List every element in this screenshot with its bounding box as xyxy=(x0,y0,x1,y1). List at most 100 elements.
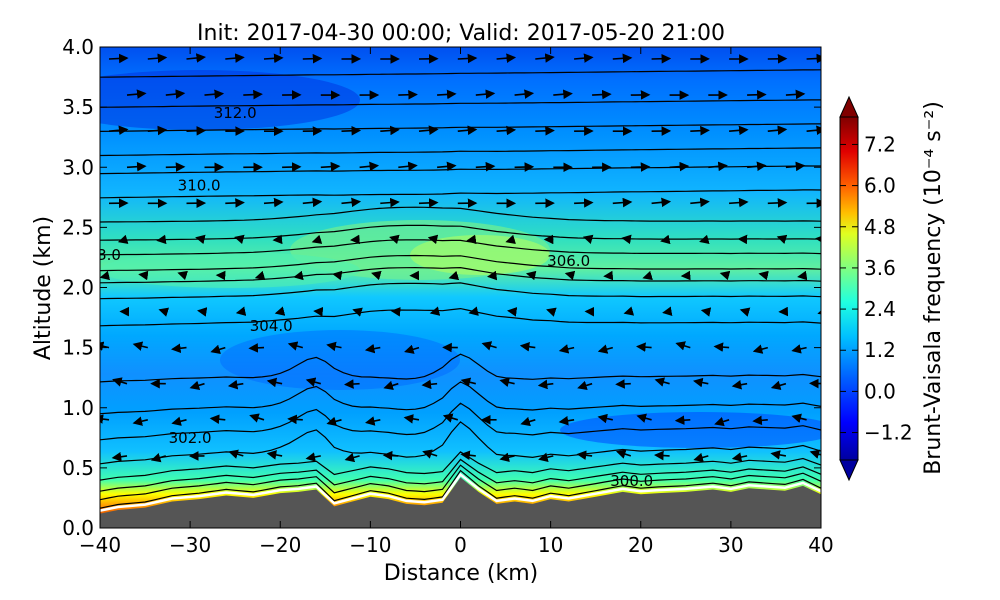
colorbar-scale xyxy=(839,116,859,461)
wind-vector xyxy=(576,450,593,460)
wind-vector xyxy=(612,197,633,208)
wind-vector xyxy=(719,270,731,281)
wind-vector xyxy=(546,307,557,317)
wind-vector xyxy=(442,413,459,423)
wind-vector xyxy=(100,270,111,281)
contour-line xyxy=(100,99,821,108)
wind-vector xyxy=(132,416,148,426)
wind-vector xyxy=(615,379,631,389)
wind-vector xyxy=(747,89,767,100)
y-tick-label: 0.0 xyxy=(62,516,94,540)
wind-vector xyxy=(791,413,807,423)
wind-vector xyxy=(429,306,441,316)
wind-vector xyxy=(305,452,321,462)
wind-vector xyxy=(287,341,304,351)
wind-vector xyxy=(487,270,498,281)
colorbar-tick-label: 0.0 xyxy=(864,379,896,403)
wind-vector xyxy=(680,270,691,281)
wind-vector xyxy=(797,270,808,281)
wind-vector xyxy=(693,452,709,463)
wind-vector xyxy=(675,341,691,351)
wind-vector xyxy=(108,53,129,64)
wind-vector xyxy=(100,341,110,351)
x-tick-label: 30 xyxy=(718,533,743,557)
wind-vector xyxy=(404,344,420,354)
wind-vector xyxy=(654,377,670,387)
wind-vector xyxy=(437,161,457,172)
wind-vector xyxy=(713,342,730,352)
x-tick-label: 40 xyxy=(808,533,833,557)
colorbar: −1.2 0.0 1.2 2.4 3.6 4.8 6.0 7.2 Brunt-Vaisala … xyxy=(839,95,946,482)
wind-vector xyxy=(365,416,381,426)
wind-vector xyxy=(225,198,245,208)
wind-vector xyxy=(132,341,148,351)
wind-vector xyxy=(785,161,806,172)
wind-vector xyxy=(171,416,187,426)
contour-line xyxy=(100,282,821,300)
wind-vector xyxy=(311,234,323,244)
wind-vector xyxy=(603,270,614,281)
wind-vector xyxy=(326,416,342,427)
wind-vector xyxy=(496,53,517,63)
wind-vector xyxy=(235,306,247,316)
wind-vector xyxy=(514,162,535,172)
wind-vector xyxy=(165,162,186,172)
wind-vector xyxy=(383,380,399,391)
wind-vector xyxy=(499,377,515,388)
wind-vector xyxy=(809,449,821,459)
wind-vector xyxy=(204,89,225,100)
wind-vector xyxy=(266,450,283,460)
wind-vector xyxy=(302,53,323,64)
wind-vector xyxy=(729,125,749,136)
contour-line xyxy=(100,381,821,415)
colorbar-label: Brunt-Vaisala frequency (10⁻⁴ s⁻²) xyxy=(921,101,946,475)
wind-vector xyxy=(293,270,304,281)
wind-vector xyxy=(111,451,128,462)
wind-vector xyxy=(350,234,360,245)
y-axis-ticks: 0.00.51.01.52.02.53.03.54.0 xyxy=(62,35,821,540)
wind-vector xyxy=(636,413,652,423)
y-tick-label: 1.0 xyxy=(62,396,94,420)
contour-label: 3.0 xyxy=(97,246,121,264)
wind-vector xyxy=(739,307,751,317)
wind-vector xyxy=(615,449,632,459)
contour-line xyxy=(100,239,821,256)
contour-label: 302.0 xyxy=(169,429,212,447)
contour-line xyxy=(100,353,821,383)
x-tick-label: 20 xyxy=(628,533,653,557)
wind-vector xyxy=(249,413,265,423)
wind-vector xyxy=(752,344,769,354)
wind-vector xyxy=(693,377,709,388)
wind-vector xyxy=(592,89,612,100)
wind-vector xyxy=(700,307,712,317)
wind-vector xyxy=(403,414,420,424)
wind-vector xyxy=(752,415,768,426)
wind-vector xyxy=(767,125,788,135)
wind-vector xyxy=(302,197,323,208)
wind-vector xyxy=(520,416,536,427)
wind-vector xyxy=(382,450,399,461)
colorbar-tick-label: 1.2 xyxy=(864,338,896,362)
x-tick-label: 0 xyxy=(454,533,467,557)
wind-vector xyxy=(642,270,653,281)
wind-vector xyxy=(398,161,418,172)
wind-vector xyxy=(507,307,518,317)
wind-vector xyxy=(475,161,496,172)
wind-vector xyxy=(690,125,710,136)
wind-vector xyxy=(651,53,672,64)
wind-vector xyxy=(767,198,788,208)
wind-vector xyxy=(669,161,690,172)
wind-vector xyxy=(263,53,284,64)
wind-vector xyxy=(621,234,632,245)
contour-label: 304.0 xyxy=(250,317,293,335)
wind-vector xyxy=(714,416,730,427)
wind-vector xyxy=(519,342,536,352)
wind-vector xyxy=(731,452,748,462)
wind-vector xyxy=(654,450,670,461)
wind-vector xyxy=(690,197,710,208)
wind-vector xyxy=(770,450,787,460)
wind-vector xyxy=(612,53,633,64)
wind-vector xyxy=(825,93,843,95)
wind-vector xyxy=(210,344,226,354)
wind-vector xyxy=(186,126,207,136)
